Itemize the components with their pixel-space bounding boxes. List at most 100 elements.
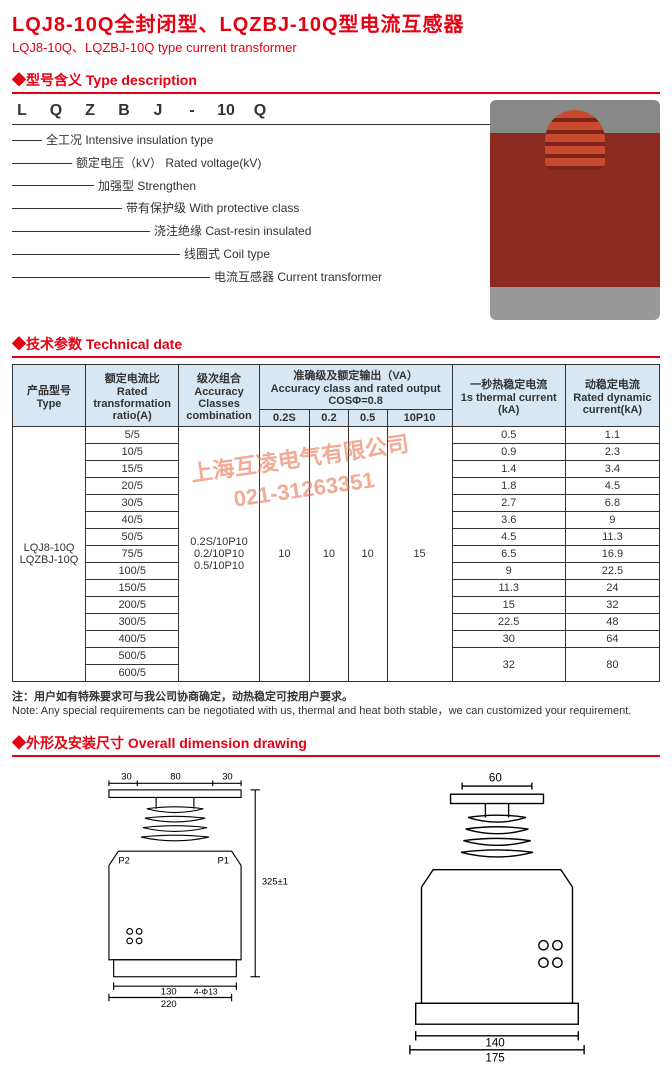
- title-sub: LQJ8-10Q、LQZBJ-10Q type current transfor…: [12, 37, 660, 56]
- side-drawing: 60 140 175: [346, 771, 648, 1076]
- cell-ratio: 150/5: [86, 580, 179, 597]
- cell-ratio: 400/5: [86, 631, 179, 648]
- cell-thermal: 9: [452, 563, 565, 580]
- cell-thermal: 6.5: [452, 546, 565, 563]
- dim-30a: 30: [121, 771, 131, 781]
- type-desc-text: 加强型 Strengthen: [98, 175, 196, 198]
- type-desc-text: 浇注绝缘 Cast-resin insulated: [154, 220, 311, 243]
- type-desc-text: 带有保护级 With protective class: [126, 197, 299, 220]
- cell-thermal: 1.4: [452, 461, 565, 478]
- cell-thermal: 0.9: [452, 444, 565, 461]
- product-photo: [490, 100, 660, 320]
- cell-output: 15: [387, 427, 452, 682]
- type-code: L: [12, 102, 32, 120]
- cell-dynamic: 1.1: [565, 427, 659, 444]
- cell-dynamic: 9: [565, 512, 659, 529]
- th-sub: 0.5: [348, 410, 387, 427]
- technical-data-section: ◆技术参数 Technical date 上海互凌电气有限公司 021-3126…: [0, 324, 672, 686]
- dim-height: 325±1: [262, 875, 288, 886]
- cell-ratio: 200/5: [86, 597, 179, 614]
- dim-30b: 30: [222, 771, 232, 781]
- connector-line-icon: [12, 231, 150, 232]
- title-main: LQJ8-10Q全封闭型、LQZBJ-10Q型电流互感器: [12, 8, 660, 37]
- technical-table: 产品型号Type 额定电流比Ratedtransformationratio(A…: [12, 364, 660, 682]
- cell-dynamic: 3.4: [565, 461, 659, 478]
- cell-thermal: 1.8: [452, 478, 565, 495]
- cell-output: 10: [348, 427, 387, 682]
- cell-ratio: 40/5: [86, 512, 179, 529]
- connector-line-icon: [12, 208, 122, 209]
- type-desc-text: 全工况 Intensive insulation type: [46, 129, 213, 152]
- cell-thermal: 15: [452, 597, 565, 614]
- cell-dynamic: 11.3: [565, 529, 659, 546]
- type-codes: LQZBJ-10Q: [12, 100, 490, 125]
- tech-heading: ◆技术参数 Technical date: [12, 334, 660, 358]
- cell-ratio: 20/5: [86, 478, 179, 495]
- th-sub: 0.2S: [259, 410, 309, 427]
- cell-ratio: 5/5: [86, 427, 179, 444]
- type-code: Q: [250, 102, 270, 120]
- cell-dynamic: 6.8: [565, 495, 659, 512]
- dim-60: 60: [489, 771, 502, 784]
- label-p2: P2: [118, 854, 130, 865]
- th-sub: 0.2: [310, 410, 349, 427]
- header: LQJ8-10Q全封闭型、LQZBJ-10Q型电流互感器 LQJ8-10Q、LQ…: [0, 0, 672, 60]
- cell-type: LQJ8-10QLQZBJ-10Q: [13, 427, 86, 682]
- cell-dynamic: 4.5: [565, 478, 659, 495]
- type-code: Q: [46, 102, 66, 120]
- cell-dynamic: 32: [565, 597, 659, 614]
- connector-line-icon: [12, 140, 42, 141]
- dim-holes: 4-Φ13: [194, 986, 218, 996]
- type-desc-row: 线圈式 Coil type: [12, 243, 490, 266]
- type-code: B: [114, 102, 134, 120]
- cell-dynamic: 22.5: [565, 563, 659, 580]
- cell-thermal: 0.5: [452, 427, 565, 444]
- type-desc-row: 加强型 Strengthen: [12, 175, 490, 198]
- cell-dynamic: 16.9: [565, 546, 659, 563]
- front-drawing: 30 80 30 325±1 P2 P1 130 4-Φ13 220: [24, 771, 326, 1076]
- note-en: Note: Any special requirements can be ne…: [12, 704, 660, 718]
- th-dynamic: 动稳定电流Rated dynamiccurrent(kA): [565, 365, 659, 427]
- cell-thermal: 4.5: [452, 529, 565, 546]
- type-code: Z: [80, 102, 100, 120]
- type-code: -: [182, 102, 202, 120]
- cell-dynamic: 80: [565, 648, 659, 682]
- type-desc-row: 浇注绝缘 Cast-resin insulated: [12, 220, 490, 243]
- connector-line-icon: [12, 185, 94, 186]
- cell-dynamic: 64: [565, 631, 659, 648]
- th-accuracy: 级次组合AccuracyClassescombination: [179, 365, 259, 427]
- dim-80: 80: [170, 771, 180, 781]
- type-desc-row: 全工况 Intensive insulation type: [12, 129, 490, 152]
- th-type: 产品型号Type: [13, 365, 86, 427]
- dim-140: 140: [485, 1036, 504, 1049]
- type-desc-row: 带有保护级 With protective class: [12, 197, 490, 220]
- th-ratio: 额定电流比Ratedtransformationratio(A): [86, 365, 179, 427]
- cell-ratio: 600/5: [86, 665, 179, 682]
- connector-line-icon: [12, 163, 72, 164]
- type-desc-row: 电流互感器 Current transformer: [12, 266, 490, 289]
- cell-ratio: 10/5: [86, 444, 179, 461]
- connector-line-icon: [12, 277, 210, 278]
- type-description-section: ◆型号含义 Type description LQZBJ-10Q 全工况 Int…: [0, 60, 672, 324]
- cell-output: 10: [310, 427, 349, 682]
- cell-thermal: 30: [452, 631, 565, 648]
- drawing-section: ◆外形及安装尺寸 Overall dimension drawing 30: [0, 723, 672, 1088]
- label-p1: P1: [217, 854, 229, 865]
- cell-dynamic: 2.3: [565, 444, 659, 461]
- cell-thermal: 3.6: [452, 512, 565, 529]
- cell-thermal: 32: [452, 648, 565, 682]
- cell-thermal: 2.7: [452, 495, 565, 512]
- th-output: 准确级及额定输出（VA）Accuracy class and rated out…: [259, 365, 452, 410]
- cell-ratio: 30/5: [86, 495, 179, 512]
- cell-accuracy-combo: 0.2S/10P100.2/10P100.5/10P10: [179, 427, 259, 682]
- type-codes-block: LQZBJ-10Q 全工况 Intensive insulation type额…: [12, 100, 490, 289]
- dim-175: 175: [485, 1051, 504, 1064]
- connector-line-icon: [12, 254, 180, 255]
- cell-ratio: 300/5: [86, 614, 179, 631]
- cell-ratio: 100/5: [86, 563, 179, 580]
- type-code: 10: [216, 102, 236, 120]
- cell-thermal: 11.3: [452, 580, 565, 597]
- type-code: J: [148, 102, 168, 120]
- drawing-heading: ◆外形及安装尺寸 Overall dimension drawing: [12, 733, 660, 757]
- note: 注：用户如有特殊要求可与我公司协商确定，动热稳定可按用户要求。 Note: An…: [0, 686, 672, 723]
